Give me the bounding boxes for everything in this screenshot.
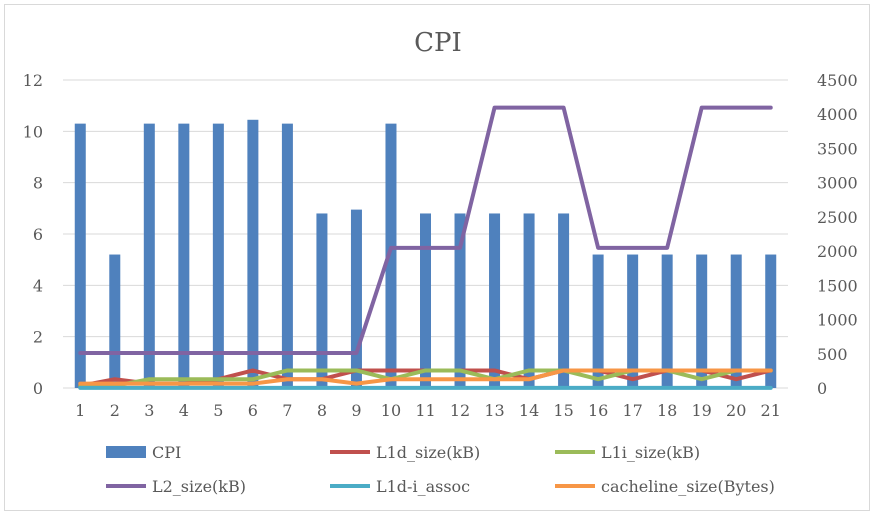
- x-tick-label: 8: [317, 401, 327, 420]
- line-cacheline-size-bytes: [78, 368, 773, 386]
- line-series: [78, 105, 773, 390]
- x-tick-label: 3: [144, 401, 154, 420]
- bar-cpi: [74, 123, 86, 388]
- x-tick-label: 6: [248, 401, 258, 420]
- bar-cpi: [212, 123, 224, 388]
- y-left-tick-label: 8: [33, 174, 43, 193]
- x-tick-label: 9: [351, 401, 361, 420]
- y-right-tick-label: 3500: [817, 139, 858, 158]
- x-tick-label: 1: [75, 401, 85, 420]
- x-tick-label: 11: [415, 401, 435, 420]
- bar-cpi: [454, 213, 466, 388]
- x-tick-label: 15: [553, 401, 573, 420]
- x-tick-label: 19: [692, 401, 712, 420]
- bar-cpi: [178, 123, 190, 388]
- bar-cpi: [489, 213, 501, 388]
- x-tick-label: 14: [519, 401, 539, 420]
- x-tick-label: 17: [622, 401, 642, 420]
- bar-cpi: [385, 123, 397, 388]
- x-tick-label: 5: [213, 401, 223, 420]
- legend-label-l2-size-kb: L2_size(kB): [152, 477, 246, 496]
- y-right-tick-label: 1500: [817, 276, 858, 295]
- x-tick-label: 13: [484, 401, 504, 420]
- line-l2-size-kb: [78, 105, 773, 355]
- axes: 0246810120500100015002000250030003500400…: [23, 71, 858, 420]
- x-tick-label: 20: [726, 401, 746, 420]
- x-tick-label: 7: [282, 401, 292, 420]
- chart-svg: 0246810120500100015002000250030003500400…: [23, 28, 858, 496]
- y-left-tick-label: 12: [23, 71, 43, 90]
- y-right-tick-label: 1000: [817, 311, 858, 330]
- bar-cpi: [696, 254, 708, 388]
- y-left-tick-label: 10: [23, 122, 43, 141]
- y-right-tick-label: 3000: [817, 174, 858, 193]
- bar-cpi: [765, 254, 777, 388]
- x-tick-label: 18: [657, 401, 677, 420]
- legend-label-cpi: CPI: [152, 443, 181, 462]
- bar-cpi: [627, 254, 639, 388]
- y-left-tick-label: 2: [33, 328, 43, 347]
- bar-cpi: [109, 254, 121, 388]
- bar-cpi: [316, 213, 328, 388]
- legend: CPI L1d_size(kB) L1i_size(kB) L2_size(kB) L1…: [106, 443, 775, 496]
- x-tick-label: 4: [179, 401, 189, 420]
- bar-cpi: [420, 213, 431, 388]
- bar-cpi: [143, 123, 155, 388]
- bar-series: [74, 119, 777, 389]
- y-right-tick-label: 2500: [817, 208, 858, 227]
- y-right-tick-label: 500: [817, 345, 848, 364]
- y-right-tick-label: 0: [817, 379, 827, 398]
- legend-label-cacheline-size-bytes: cacheline_size(Bytes): [601, 477, 775, 496]
- y-left-tick-label: 0: [33, 379, 43, 398]
- legend-label-l1i-size-kb: L1i_size(kB): [601, 443, 700, 462]
- bar-cpi: [281, 123, 293, 388]
- x-tick-label: 10: [381, 401, 401, 420]
- legend-label-l1d-size-kb: L1d_size(kB): [376, 443, 480, 462]
- bar-cpi: [558, 213, 570, 388]
- y-left-tick-label: 4: [33, 276, 43, 295]
- bar-cpi: [247, 119, 259, 389]
- bar-cpi: [661, 254, 673, 388]
- x-tick-label: 16: [588, 401, 608, 420]
- legend-swatch-cpi: [106, 446, 146, 458]
- x-tick-label: 21: [761, 401, 781, 420]
- bar-cpi: [523, 213, 535, 388]
- y-right-tick-label: 4000: [817, 105, 858, 124]
- y-left-tick-label: 6: [33, 225, 43, 244]
- legend-label-l1d-i-assoc: L1d-i_assoc: [376, 477, 470, 496]
- bar-cpi: [730, 254, 742, 388]
- x-tick-label: 2: [110, 401, 120, 420]
- bar-cpi: [592, 254, 604, 388]
- bar-cpi: [350, 209, 362, 388]
- chart-frame: 0 2 4 6 8 10 12 0 500 1000 1500 2000 2500 3000 3500 400…: [4, 4, 870, 511]
- y-right-tick-label: 2000: [817, 242, 858, 261]
- y-right-tick-label: 4500: [817, 71, 858, 90]
- x-tick-label: 12: [450, 401, 470, 420]
- chart-title: CPI: [414, 28, 462, 58]
